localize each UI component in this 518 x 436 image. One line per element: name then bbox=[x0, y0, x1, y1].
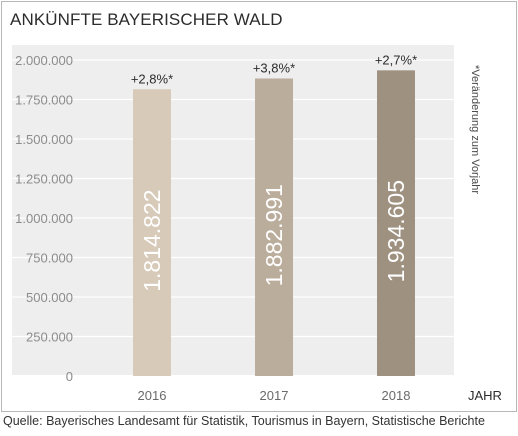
y-tick-label: 750.000 bbox=[26, 251, 73, 266]
x-axis: 2016 2017 2018 bbox=[138, 388, 411, 403]
bar-2018 bbox=[377, 70, 415, 377]
x-tick-label: 2017 bbox=[260, 388, 289, 403]
source-note: Quelle: Bayerisches Landesamt für Statis… bbox=[3, 414, 485, 428]
y-tick-label: 1.000.000 bbox=[15, 211, 73, 226]
y-tick-label: 1.500.000 bbox=[15, 132, 73, 147]
bar-value-label: 1.814.822 bbox=[139, 189, 165, 291]
y-tick-label: 1.250.000 bbox=[15, 172, 73, 187]
change-label: +3,8%* bbox=[253, 60, 295, 75]
bars: 1.814.822 +2,8%* 1.882.991 +3,8%* 1.934.605 +… bbox=[131, 52, 417, 377]
change-label: +2,7%* bbox=[375, 52, 417, 67]
y-axis: 0 250.000 500.000 750.000 1.000.000 1.250.000… bbox=[15, 53, 73, 384]
x-axis-label: JAHR bbox=[468, 388, 502, 403]
bar-value-label: 1.934.605 bbox=[383, 180, 409, 282]
footnote: *Veränderung zum Vorjahr bbox=[469, 65, 481, 194]
y-tick-label: 500.000 bbox=[26, 290, 73, 305]
chart-title: ANKÜNFTE BAYERISCHER WALD bbox=[10, 10, 283, 29]
y-tick-label: 2.000.000 bbox=[15, 53, 73, 68]
bar-2016 bbox=[133, 89, 171, 377]
change-label: +2,8%* bbox=[131, 71, 173, 86]
y-tick-label: 250.000 bbox=[26, 330, 73, 345]
y-tick-label: 0 bbox=[66, 369, 73, 384]
x-tick-label: 2016 bbox=[138, 388, 167, 403]
x-tick-label: 2018 bbox=[382, 388, 411, 403]
y-tick-label: 1.750.000 bbox=[15, 93, 73, 108]
bar-2017 bbox=[255, 78, 293, 376]
bar-value-label: 1.882.991 bbox=[261, 184, 287, 286]
